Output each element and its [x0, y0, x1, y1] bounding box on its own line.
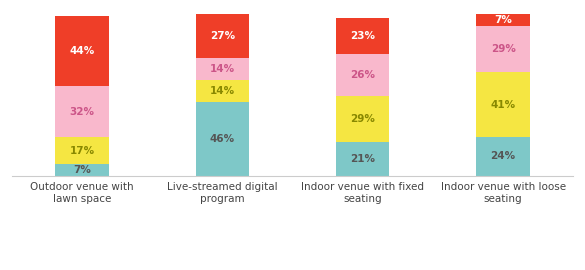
Bar — [55, 164, 109, 176]
Text: 14%: 14% — [210, 86, 235, 96]
Text: 26%: 26% — [350, 70, 375, 80]
Bar — [476, 15, 530, 26]
Bar — [195, 102, 249, 176]
Bar — [476, 26, 530, 72]
Bar — [476, 137, 530, 176]
Text: 24%: 24% — [491, 151, 515, 161]
Bar — [55, 86, 109, 137]
Bar — [195, 58, 249, 80]
Bar — [195, 15, 249, 58]
Bar — [55, 137, 109, 164]
Text: 7%: 7% — [494, 15, 512, 25]
Text: 29%: 29% — [350, 114, 375, 124]
Bar — [476, 72, 530, 137]
Bar — [55, 16, 109, 86]
Text: 46%: 46% — [210, 134, 235, 144]
Text: 32%: 32% — [70, 107, 94, 117]
Bar — [336, 96, 390, 142]
Text: 14%: 14% — [210, 64, 235, 74]
Text: 44%: 44% — [69, 46, 95, 56]
Bar — [336, 18, 390, 54]
Text: 21%: 21% — [350, 154, 375, 164]
Text: 29%: 29% — [491, 44, 515, 54]
Bar — [195, 80, 249, 102]
Text: 23%: 23% — [350, 31, 375, 41]
Text: 41%: 41% — [491, 100, 515, 110]
Text: 17%: 17% — [70, 146, 94, 156]
Text: 7%: 7% — [73, 165, 91, 175]
Bar — [336, 142, 390, 176]
Bar — [336, 54, 390, 96]
Legend: Least preferred, 3rd choice, 2nd choice, Most preferred: Least preferred, 3rd choice, 2nd choice,… — [112, 268, 473, 270]
Text: 27%: 27% — [210, 31, 235, 41]
